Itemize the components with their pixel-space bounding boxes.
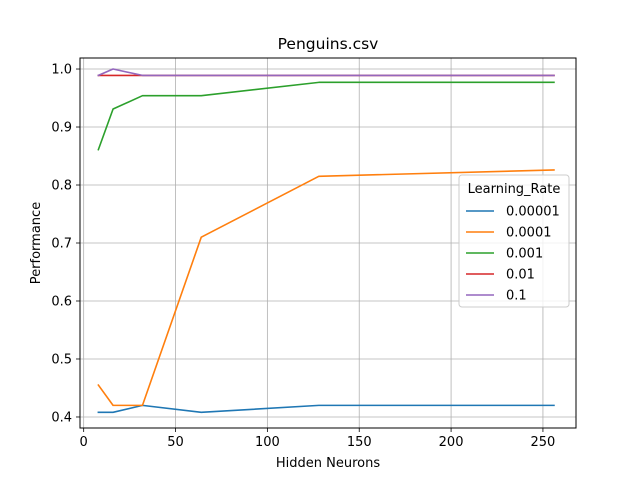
y-tick-label: 0.7 (51, 237, 72, 252)
legend-label-0.01: 0.01 (506, 268, 535, 283)
y-tick-label: 0.9 (51, 121, 72, 136)
series-line-0.0001 (97, 169, 555, 407)
y-tick-label: 0.8 (51, 179, 72, 194)
x-tick-label: 250 (531, 435, 556, 450)
y-tick-label: 0.5 (51, 352, 72, 367)
x-tick-label: 150 (347, 435, 372, 450)
series-line-0.1 (97, 68, 555, 77)
axis-ticks: 0 50 100 150 200 250 0.4 0.5 0.6 0.7 0.8 0.9 1.0 (51, 63, 555, 450)
x-tick-label: 200 (439, 435, 464, 450)
y-tick-label: 0.4 (51, 410, 72, 425)
y-axis-label: Performance (29, 202, 44, 284)
legend-label-0.00001: 0.00001 (506, 205, 560, 220)
x-tick-label: 0 (80, 435, 88, 450)
y-tick-label: 1.0 (51, 63, 72, 78)
x-tick-label: 50 (167, 435, 184, 450)
series-lines (97, 68, 555, 414)
legend-title: Learning_Rate (468, 182, 561, 197)
y-tick-label: 0.6 (51, 294, 72, 309)
legend-label-0.001: 0.001 (506, 247, 543, 262)
x-tick-label: 100 (255, 435, 280, 450)
series-line-0.00001 (97, 404, 555, 414)
series-line-0.001 (97, 81, 555, 151)
x-axis-label: Hidden Neurons (276, 456, 380, 471)
legend-items: 0.00001 0.0001 0.001 0.01 0.1 (466, 205, 560, 304)
legend: Learning_Rate 0.00001 0.0001 0.001 0.01 0.1 (458, 174, 570, 308)
legend-label-0.1: 0.1 (506, 289, 527, 304)
legend-label-0.0001: 0.0001 (506, 226, 552, 241)
chart-title: Penguins.csv (278, 35, 379, 53)
